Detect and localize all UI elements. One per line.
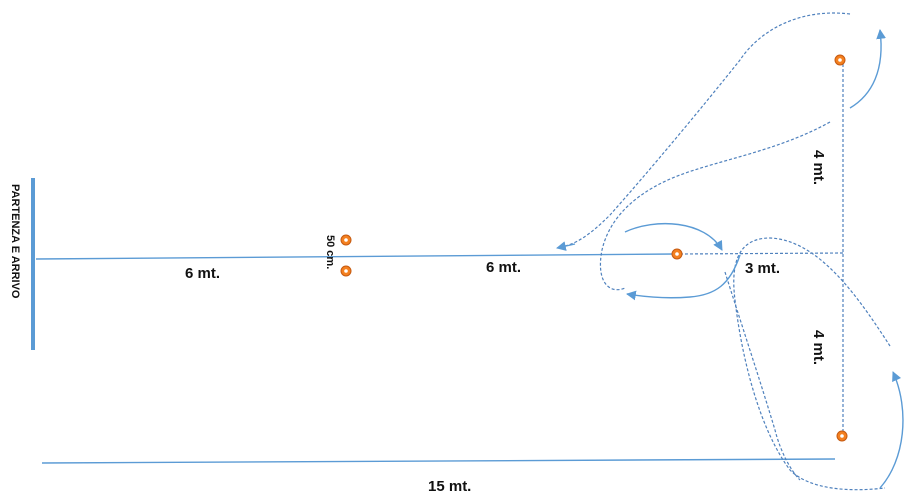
path-top-loop — [559, 12, 851, 248]
label-15m: 15 mt. — [428, 478, 471, 495]
arrow-top-right — [849, 29, 886, 109]
label-50cm: 50 cm. — [324, 235, 336, 269]
total-length-line — [41, 458, 836, 464]
path-bottom-loop-outer — [733, 237, 891, 491]
label-lower-4m: 4 mt. — [810, 330, 827, 365]
cone-pair — [340, 234, 352, 277]
arrow-center-loop-top — [624, 222, 723, 251]
start-finish-label: PARTENZA E ARRIVO — [9, 184, 21, 299]
cone-bottom — [836, 430, 848, 442]
main-baseline — [35, 253, 676, 260]
label-first-6m: 6 mt. — [185, 265, 220, 282]
arrow-center-loop-bottom — [626, 254, 741, 301]
arrow-bottom-right — [879, 371, 904, 489]
cone-top — [834, 54, 846, 66]
label-upper-4m: 4 mt. — [810, 150, 827, 185]
cone-center — [671, 248, 683, 260]
path-to-top-cone — [599, 121, 831, 291]
label-3m: 3 mt. — [745, 260, 780, 277]
arrow-to-path-end — [556, 241, 576, 251]
baseline-dashed-extension — [679, 252, 844, 255]
path-bottom-loop-inner — [724, 271, 801, 481]
label-second-6m: 6 mt. — [486, 259, 521, 276]
